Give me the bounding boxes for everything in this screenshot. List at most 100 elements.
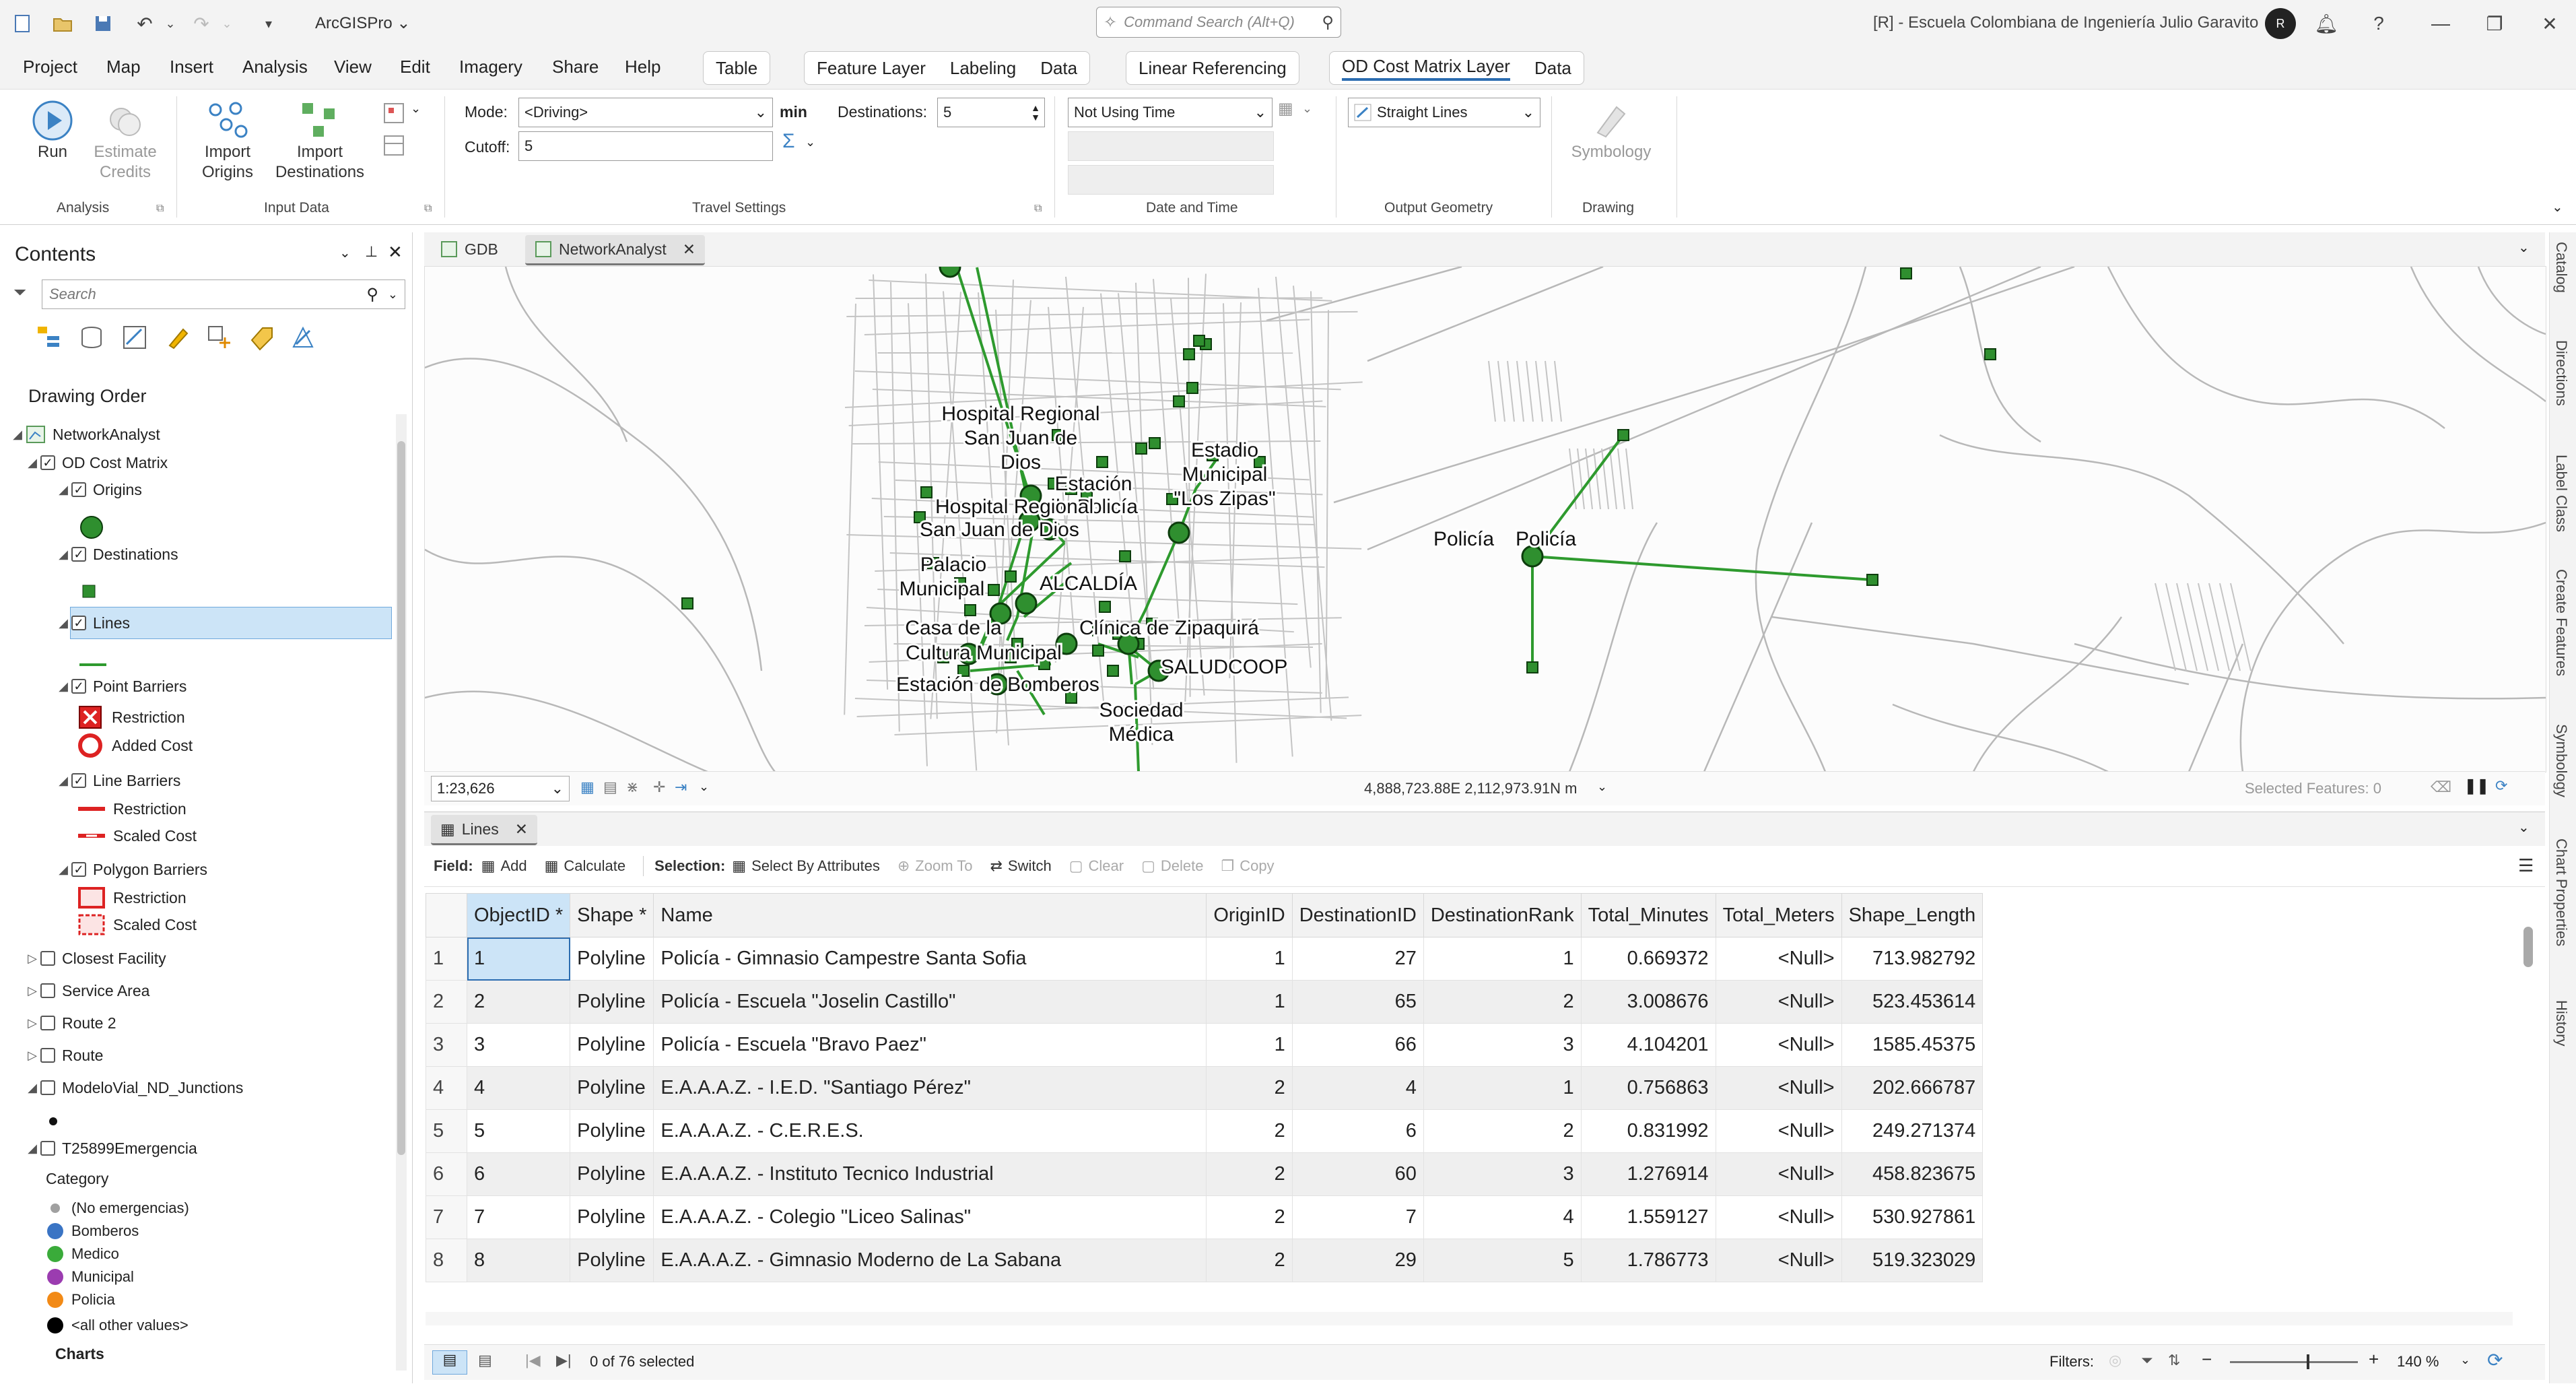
table-cell[interactable]: 7	[1292, 1196, 1423, 1239]
new-project-icon[interactable]	[9, 11, 35, 36]
menu-view[interactable]: View	[334, 57, 372, 77]
scrollbar-thumb[interactable]	[2523, 927, 2533, 967]
visibility-checkbox[interactable]: ✓	[71, 616, 86, 630]
first-record-icon[interactable]: |◀	[525, 1352, 541, 1369]
table-cell[interactable]: 4	[1423, 1196, 1581, 1239]
table-cell[interactable]: <Null>	[1716, 1196, 1841, 1239]
visibility-checkbox[interactable]	[40, 1141, 55, 1156]
notifications-bell-icon[interactable]: 🔔︎	[2313, 11, 2339, 36]
refresh-icon[interactable]: ⟳	[2495, 777, 2507, 795]
time-input-disabled[interactable]	[1068, 165, 1274, 195]
tab-networkanalyst[interactable]: NetworkAnalyst ✕	[525, 235, 705, 265]
table-cell[interactable]: 5	[1423, 1239, 1581, 1282]
sum-dropdown-icon[interactable]: ⌄	[805, 135, 815, 150]
toc-route[interactable]: ▷ Route	[24, 1042, 103, 1069]
row-header[interactable]: 7	[426, 1196, 467, 1239]
table-cell[interactable]: 29	[1292, 1239, 1423, 1282]
visibility-checkbox[interactable]	[40, 983, 55, 998]
run-button[interactable]: Run	[26, 99, 79, 162]
toc-line-barriers[interactable]: ◢ ✓ Line Barriers	[55, 767, 180, 794]
menu-insert[interactable]: Insert	[170, 57, 213, 77]
table-cell[interactable]: 5	[467, 1110, 570, 1153]
search-icon[interactable]: ⚲	[366, 285, 378, 304]
table-cell[interactable]: Polyline	[570, 1110, 654, 1153]
customize-qat-icon[interactable]: ▾	[256, 11, 281, 36]
refresh-table-icon[interactable]: ⌫	[2431, 779, 2451, 796]
toc-origins[interactable]: ◢ ✓ Origins	[55, 476, 142, 503]
table-cell[interactable]: Policía - Escuela "Bravo Paez"	[654, 1024, 1207, 1067]
row-header-corner[interactable]	[426, 894, 467, 937]
select-by-attributes-button[interactable]: ▦Select By Attributes	[732, 857, 880, 875]
expand-icon[interactable]: ◢	[55, 616, 71, 630]
expand-icon[interactable]: ◢	[55, 680, 71, 694]
table-cell[interactable]: 202.666787	[1841, 1067, 1983, 1110]
collapse-ribbon-icon[interactable]: ⌄	[2552, 199, 2563, 216]
sum-icon[interactable]: Σ	[782, 130, 795, 153]
table-cell[interactable]: 249.271374	[1841, 1110, 1983, 1153]
expand-icon[interactable]: ◢	[55, 548, 71, 562]
table-cell[interactable]: E.A.A.A.Z. - Gimnasio Moderno de La Saba…	[654, 1239, 1207, 1282]
chevron-down-icon[interactable]: ⌄	[388, 288, 398, 302]
table-cell[interactable]: 2	[1207, 1067, 1292, 1110]
tab-linear-referencing[interactable]: Linear Referencing	[1139, 58, 1287, 79]
menu-imagery[interactable]: Imagery	[459, 57, 522, 77]
time-usage-select[interactable]: Not Using Time ⌄	[1068, 98, 1273, 127]
restore-icon[interactable]: ❐	[2482, 11, 2507, 36]
collapsed-icon[interactable]: ▷	[24, 1049, 40, 1063]
pin-icon[interactable]: ⊥	[365, 243, 378, 261]
expand-icon[interactable]: ◢	[55, 483, 71, 497]
command-search[interactable]: ✧ Command Search (Alt+Q) ⚲	[1096, 7, 1341, 38]
table-cell[interactable]: 4	[1292, 1067, 1423, 1110]
app-name-menu[interactable]: ArcGISPro ⌄	[315, 13, 410, 33]
table-cell[interactable]: <Null>	[1716, 1239, 1841, 1282]
layer-props-icon[interactable]	[382, 102, 405, 129]
table-cell[interactable]: <Null>	[1716, 1067, 1841, 1110]
column-header[interactable]: Name	[654, 894, 1207, 937]
toc-service-area[interactable]: ▷ Service Area	[24, 977, 149, 1004]
visibility-checkbox[interactable]: ✓	[71, 547, 86, 562]
save-icon[interactable]	[90, 11, 116, 36]
table-cell[interactable]: <Null>	[1716, 1110, 1841, 1153]
menu-edit[interactable]: Edit	[400, 57, 430, 77]
toc-networkanalyst[interactable]: ◢ NetworkAnalyst	[9, 421, 160, 448]
more-tools-icon[interactable]: ⌄	[699, 780, 709, 794]
table-cell[interactable]: 2	[1207, 1239, 1292, 1282]
pane-options-icon[interactable]: ⌄	[339, 244, 351, 261]
table-cell[interactable]: 1	[1423, 937, 1581, 981]
dialog-launcher-icon[interactable]: ⧉	[156, 203, 164, 215]
close-tab-icon[interactable]: ✕	[515, 820, 528, 838]
visibility-checkbox[interactable]: ✓	[40, 455, 55, 470]
toc-lines[interactable]: ◢ ✓ Lines	[55, 609, 130, 636]
filter-extent-icon[interactable]: ◎	[2109, 1352, 2122, 1369]
table-cell[interactable]: 2	[467, 981, 570, 1024]
visibility-checkbox[interactable]	[40, 1016, 55, 1030]
zoom-level[interactable]: 140 %	[2397, 1353, 2439, 1371]
column-header[interactable]: Shape *	[570, 894, 654, 937]
menu-share[interactable]: Share	[552, 57, 599, 77]
table-cell[interactable]: 6	[467, 1153, 570, 1196]
table-vertical-scrollbar[interactable]	[2519, 893, 2537, 1297]
row-header[interactable]: 6	[426, 1153, 467, 1196]
scrollbar-thumb[interactable]	[397, 441, 405, 1155]
pause-icon[interactable]: ❚❚	[2464, 777, 2489, 795]
table-cell[interactable]: Polyline	[570, 1153, 654, 1196]
table-horizontal-scrollbar[interactable]	[426, 1312, 2513, 1325]
delete-button[interactable]: ▢Delete	[1141, 857, 1203, 875]
table-cell[interactable]: 3	[1423, 1024, 1581, 1067]
table-cell[interactable]: 0.669372	[1581, 937, 1716, 981]
estimate-credits-button[interactable]: Estimate Credits	[92, 99, 159, 183]
zoom-in-icon[interactable]: +	[2369, 1349, 2379, 1370]
close-icon[interactable]: ✕	[2537, 11, 2563, 36]
table-cell[interactable]: 0.756863	[1581, 1067, 1716, 1110]
menu-help[interactable]: Help	[625, 57, 660, 77]
command-search-input[interactable]: Command Search (Alt+Q)	[1124, 13, 1315, 31]
row-header[interactable]: 3	[426, 1024, 467, 1067]
table-import-icon[interactable]	[382, 134, 405, 162]
tab-feature-layer[interactable]: Feature Layer	[817, 58, 926, 79]
table-cell[interactable]: 1	[1423, 1067, 1581, 1110]
